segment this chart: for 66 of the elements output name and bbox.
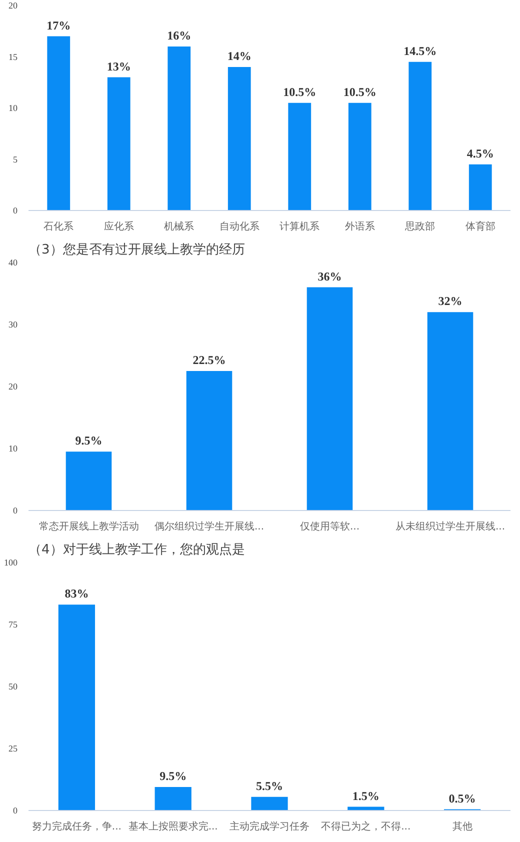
data-label: 0.5% bbox=[448, 791, 476, 806]
y-tick-label: 5 bbox=[13, 154, 18, 164]
x-tick-label: 思政部 bbox=[404, 220, 436, 232]
bar bbox=[348, 102, 372, 210]
bar bbox=[468, 164, 492, 210]
x-tick-label: 基本上按照要求完... bbox=[128, 820, 218, 832]
bar bbox=[427, 312, 474, 510]
data-label: 9.5% bbox=[75, 434, 102, 448]
data-label: 1.5% bbox=[352, 788, 380, 803]
x-tick-label: 常态开展线上教学活动 bbox=[38, 520, 139, 532]
bar bbox=[228, 67, 251, 210]
data-label: 5.5% bbox=[256, 778, 283, 793]
x-tick-label: 努力完成任务，争... bbox=[32, 820, 122, 832]
bar bbox=[66, 452, 112, 510]
data-label: 14.5% bbox=[404, 44, 437, 58]
y-tick-label: 0 bbox=[13, 206, 18, 216]
data-label: 17% bbox=[46, 18, 71, 32]
y-tick-label: 40 bbox=[8, 258, 18, 268]
y-tick-label: 20 bbox=[8, 0, 18, 10]
data-label: 13% bbox=[106, 59, 131, 74]
data-label: 4.5% bbox=[466, 146, 494, 160]
data-label: 22.5% bbox=[192, 353, 226, 367]
y-tick-label: 100 bbox=[4, 558, 18, 568]
y-tick-label: 0 bbox=[13, 806, 18, 816]
x-tick-label: 主动完成学习任务 bbox=[230, 820, 310, 832]
x-tick-label: 石化系 bbox=[44, 220, 74, 232]
x-tick-label: 应化系 bbox=[104, 220, 134, 232]
x-tick-label: 其他 bbox=[452, 820, 472, 832]
chart-title: （3）您是否有过开展线上教学的经历 bbox=[28, 242, 245, 258]
x-tick-label: 计算机系 bbox=[280, 220, 320, 232]
y-tick-label: 30 bbox=[8, 320, 18, 330]
bar bbox=[186, 371, 232, 510]
bar bbox=[408, 62, 432, 210]
x-tick-label: 机械系 bbox=[164, 220, 194, 232]
data-label: 83% bbox=[64, 586, 89, 601]
y-tick-label: 0 bbox=[13, 506, 18, 516]
data-label: 10.5% bbox=[283, 84, 316, 99]
data-label: 36% bbox=[318, 269, 342, 284]
y-tick-label: 15 bbox=[8, 52, 18, 62]
x-tick-label: 体育部 bbox=[465, 220, 496, 232]
bar bbox=[306, 287, 353, 510]
data-label: 32% bbox=[438, 294, 462, 308]
y-tick-label: 25 bbox=[8, 744, 18, 754]
data-label: 10.5% bbox=[343, 84, 376, 99]
y-tick-label: 20 bbox=[8, 382, 18, 392]
x-tick-label: 不得已为之，不得... bbox=[321, 820, 411, 832]
y-tick-label: 10 bbox=[8, 444, 18, 454]
x-tick-label: 从未组织过学生开展线... bbox=[395, 520, 506, 532]
y-tick-label: 10 bbox=[8, 103, 18, 113]
bar bbox=[107, 77, 130, 210]
bar bbox=[168, 46, 191, 210]
x-tick-label: 自动化系 bbox=[219, 220, 260, 232]
bar bbox=[47, 36, 70, 210]
data-label: 14% bbox=[227, 49, 252, 63]
bar bbox=[288, 102, 312, 210]
y-tick-label: 50 bbox=[8, 682, 18, 692]
x-tick-label: 仅使用等软... bbox=[300, 520, 360, 532]
x-tick-label: 偶尔组织过学生开展线... bbox=[154, 520, 264, 532]
y-tick-label: 75 bbox=[8, 620, 18, 630]
x-tick-label: 外语系 bbox=[344, 220, 375, 232]
data-label: 9.5% bbox=[160, 768, 187, 783]
bar bbox=[251, 796, 288, 810]
data-label: 16% bbox=[167, 28, 192, 42]
chart-title: （4）对于线上教学工作，您的观点是 bbox=[28, 542, 245, 558]
bar bbox=[58, 604, 96, 810]
bar bbox=[154, 786, 192, 810]
